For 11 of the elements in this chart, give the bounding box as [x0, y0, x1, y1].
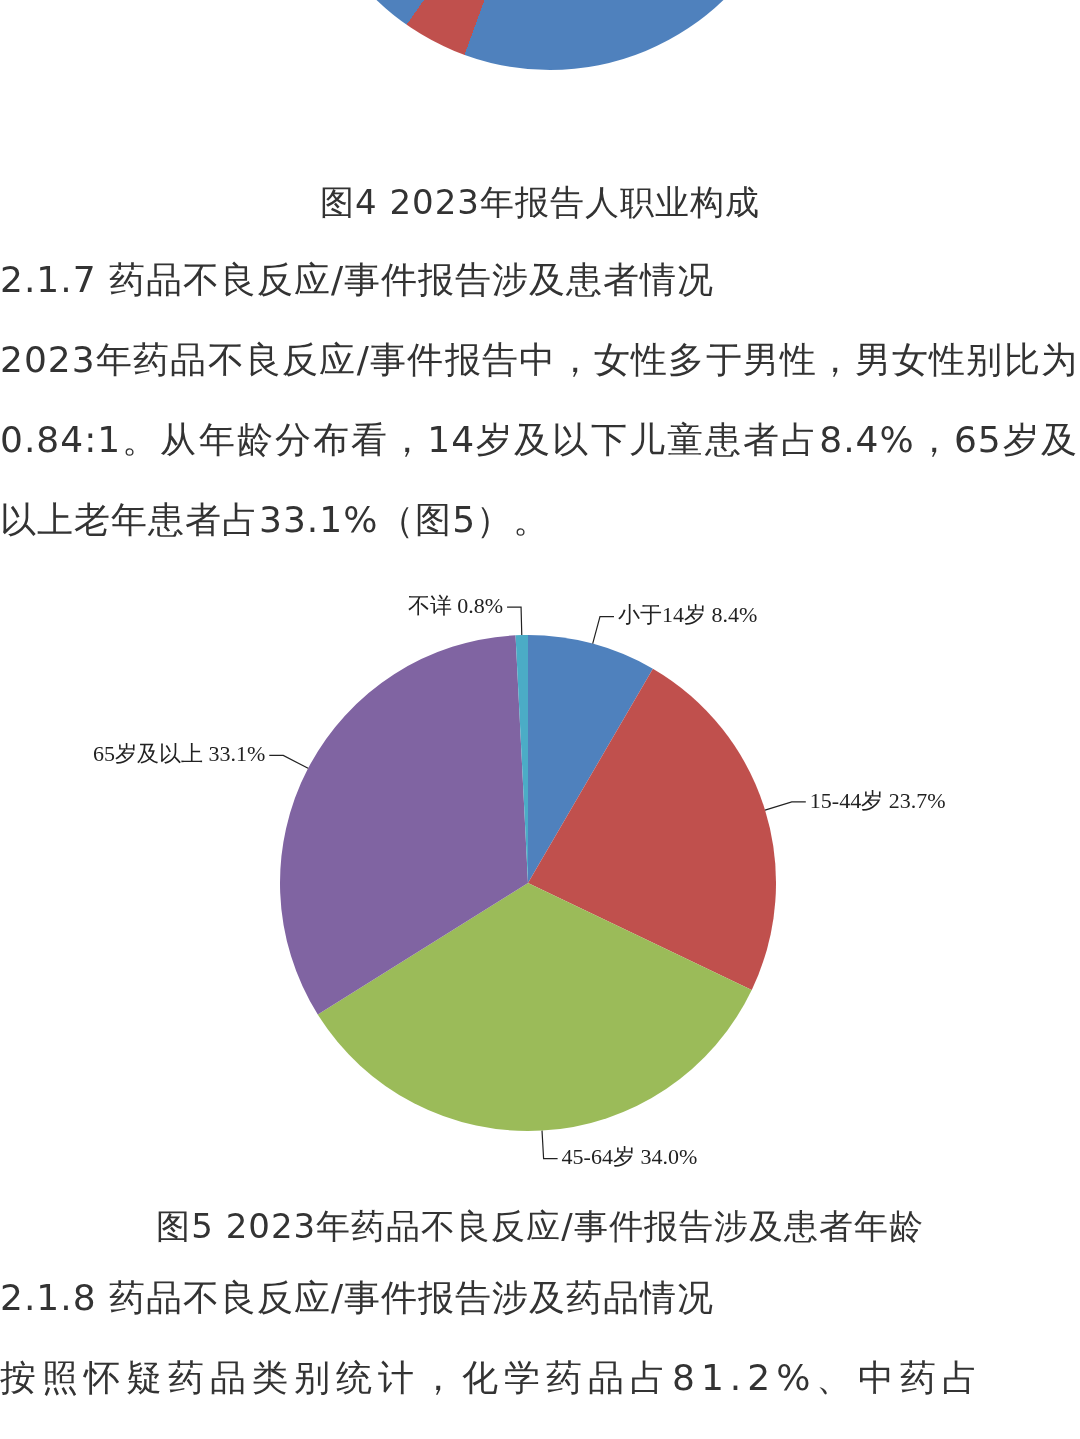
slice-label: 不详 0.8%: [407, 592, 504, 618]
text: 2.1.7 药品不良反应/事件报告涉及患者情况: [0, 258, 716, 302]
text: 图5 2023年药品不良反应/事件报告涉及患者年龄: [155, 1205, 925, 1248]
slice-label: 小于14岁 8.4%: [617, 602, 758, 628]
slice-label: 45-64岁 34.0%: [561, 1144, 698, 1170]
text: 按照怀疑药品类别统计，化学药品占81.2%、中药占: [0, 1356, 986, 1400]
text: 2023年药品不良反应/事件报告中，女性多于男性，男女性别比为0.84:1。从年龄分布看，14岁及以下儿童患者占8.4%，65岁及以上老年患者占33.1%（图5）。: [0, 338, 1079, 542]
slice-label: 15-44岁 23.7%: [809, 787, 946, 813]
slice-label: 65岁及以上 33.1%: [92, 741, 266, 767]
text: 2.1.8 药品不良反应/事件报告涉及药品情况: [0, 1276, 716, 1320]
caption: 图4 2023年报告人职业构成: [319, 181, 761, 224]
